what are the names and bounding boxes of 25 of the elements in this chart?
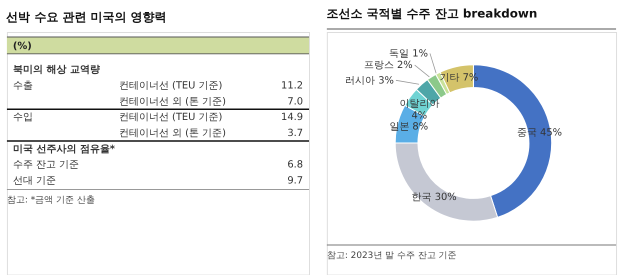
category-label: 수주 잔고 기준: [12, 160, 80, 171]
category-label: 컨테이너선 (TEU 기준): [118, 80, 222, 92]
category-label: 북미의 해상 교역량: [12, 64, 100, 76]
slice-label: 한국 30%: [412, 192, 457, 204]
data-label: 9.7: [287, 176, 304, 187]
text: 참고: 2023년 말 수주 잔고 기준: [326, 250, 457, 261]
data-label: 11.2: [281, 80, 304, 92]
text: (%): [12, 40, 32, 52]
data-label: 7.0: [287, 96, 304, 108]
slice-label: 프랑스 2%: [364, 60, 413, 71]
text: 선박 수요 관련 미국의 영향력: [6, 10, 167, 24]
category-label: 선대 기준: [12, 176, 56, 187]
data-label: 14.9: [281, 112, 304, 124]
category-label: 컨테이너선 (TEU 기준): [118, 112, 222, 124]
category-label: 컨테이너선 외 (톤 기준): [118, 128, 226, 140]
slice-label: 독일 1%: [389, 48, 428, 60]
category-label: 수입: [12, 112, 33, 124]
data-label: 3.7: [287, 128, 304, 140]
category-label: 수출: [12, 80, 33, 92]
category-label: 컨테이너선 외 (톤 기준): [118, 96, 226, 108]
category-label: 미국 선주사의 점유율*: [12, 144, 115, 155]
chart-title: 조선소 국적별 수주 잔고 breakdown: [326, 6, 538, 21]
data-label: 6.8: [287, 160, 304, 171]
slice-label: 러시아 3%: [345, 75, 394, 86]
text: 참고: *금액 기준 산출: [6, 195, 95, 206]
